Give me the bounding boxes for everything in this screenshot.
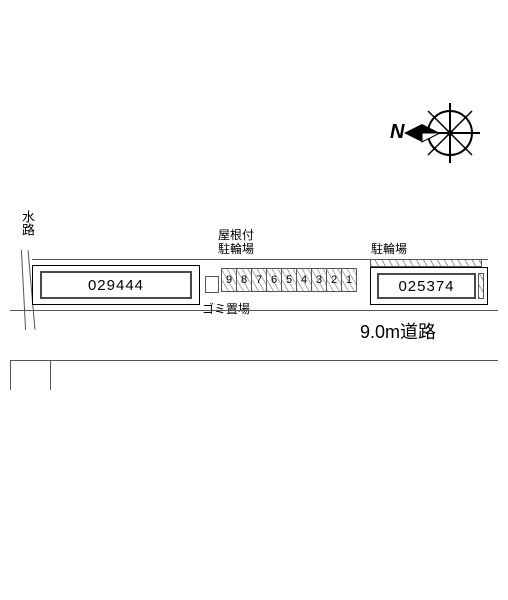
parking-slot: 7 [251,268,267,292]
parking-slot: 3 [311,268,327,292]
building-right-id: 025374 [398,278,454,295]
site-plan-canvas: 水路 029444 ゴミ置場 屋根付 駐輪場 123456789 駐輪場 025… [0,0,508,600]
parking-slot: 2 [326,268,342,292]
parking-slot: 6 [266,268,282,292]
compass-icon: N [380,88,490,178]
building-right: 025374 [377,273,476,299]
waterway-line [21,250,26,330]
building-left-id: 029444 [88,277,144,294]
building-right-side-hatch [478,273,484,299]
bike-parking-label: 駐輪場 [371,242,407,256]
bike-parking-area [370,259,482,267]
parking-strip: 123456789 [222,268,357,292]
compass-letter: N [390,121,405,143]
covered-parking-label: 屋根付 駐輪場 [218,228,254,257]
waterway-label: 水路 [18,210,37,236]
parking-slot: 1 [341,268,357,292]
road-edge-far [10,360,498,361]
road-far-stub [50,360,51,390]
parking-slot: 5 [281,268,297,292]
covered-parking-line1: 屋根付 [218,228,254,242]
road-far-stub-left [10,360,11,390]
parking-slot: 9 [221,268,237,292]
road-label: 9.0m道路 [360,318,436,344]
building-left: 029444 [40,271,192,299]
parking-slot: 8 [236,268,252,292]
road-edge-near [10,310,498,311]
parking-slot: 4 [296,268,312,292]
trash-area [205,276,219,293]
covered-parking-line2: 駐輪場 [218,242,254,256]
